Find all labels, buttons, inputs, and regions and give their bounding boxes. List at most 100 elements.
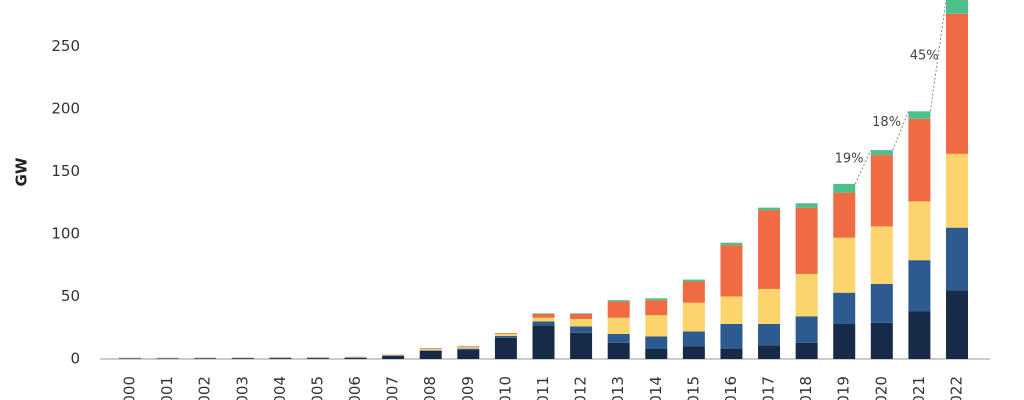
bar-segment xyxy=(758,345,781,359)
bar-segment xyxy=(908,111,931,119)
bar-segment xyxy=(532,317,555,322)
bar-segment xyxy=(119,358,141,359)
x-tick-label: 2000 xyxy=(121,376,139,400)
bar-segment xyxy=(607,333,630,343)
bar-segment xyxy=(645,298,668,301)
x-tick-label: 2015 xyxy=(684,376,702,400)
x-tick-label: 2012 xyxy=(572,376,590,400)
x-tick-label: 2008 xyxy=(421,376,439,400)
bar-segment xyxy=(682,302,705,332)
bar-segment xyxy=(570,313,593,319)
x-tick-label: 2019 xyxy=(835,376,853,400)
bar-segment xyxy=(833,183,856,193)
bar-segment xyxy=(607,317,630,334)
y-tick-label: 150 xyxy=(51,162,80,180)
annotation: 18% xyxy=(872,115,901,130)
x-tick-label: 2009 xyxy=(459,376,477,400)
bar-segment xyxy=(382,355,405,359)
bar-segment xyxy=(194,358,217,359)
bar-segment xyxy=(419,348,442,351)
bar-segment xyxy=(908,118,931,202)
x-tick-label: 2016 xyxy=(722,376,740,400)
bar-segment xyxy=(833,323,856,359)
bar-segment xyxy=(720,323,743,349)
bar-segment xyxy=(344,357,367,358)
bar-segment xyxy=(156,358,179,359)
y-tick-label: 50 xyxy=(61,287,80,305)
annotation: 45% xyxy=(910,49,939,64)
bar-segment xyxy=(795,273,818,317)
bar-segment xyxy=(607,301,630,318)
bar-segment xyxy=(457,349,480,359)
bar-segment xyxy=(946,153,968,228)
bar-segment xyxy=(645,315,668,337)
growth-line xyxy=(892,111,909,151)
bar-segment xyxy=(720,245,743,297)
bar-segment xyxy=(269,357,292,358)
bar-segment xyxy=(908,260,931,312)
bar-segment xyxy=(795,207,818,274)
bar-segment xyxy=(532,321,555,326)
bar-segment xyxy=(419,348,442,349)
x-tick-label: 2004 xyxy=(271,376,289,400)
x-tick-label: 2003 xyxy=(233,376,251,400)
bar-segment xyxy=(682,281,705,303)
bar-segment xyxy=(532,313,555,318)
x-tick-label: 2017 xyxy=(760,376,778,400)
bar-segment xyxy=(607,342,630,359)
bar-segment xyxy=(269,358,292,359)
x-tick-label: 2002 xyxy=(196,376,214,400)
x-tick-label: 2005 xyxy=(308,376,326,400)
bar-segment xyxy=(457,347,480,349)
bar-segment xyxy=(946,0,968,14)
bar-segment xyxy=(758,207,781,211)
bar-segment xyxy=(870,226,893,284)
bar-segment xyxy=(795,203,818,208)
bar-segment xyxy=(908,201,931,261)
bar-segment xyxy=(344,357,367,359)
bar-segment xyxy=(870,283,893,323)
growth-line xyxy=(929,0,947,112)
bar-segment xyxy=(570,318,593,327)
bar-segment xyxy=(795,342,818,359)
bar-segment xyxy=(682,346,705,359)
bar-segment xyxy=(908,311,931,359)
bar-segment xyxy=(457,346,480,348)
x-tick-label: 2007 xyxy=(384,376,402,400)
y-axis-label: GW xyxy=(13,157,31,186)
x-tick-label: 2021 xyxy=(910,376,928,400)
x-tick-label: 2001 xyxy=(158,376,176,400)
bar-segment xyxy=(946,227,968,291)
bar-segment xyxy=(419,350,442,359)
bar-segment xyxy=(946,13,968,154)
bar-segment xyxy=(833,237,856,293)
bar-segment xyxy=(494,337,517,359)
x-tick-label: 2014 xyxy=(647,376,665,400)
bar-segment xyxy=(645,336,668,349)
bar-segment xyxy=(946,290,968,359)
x-tick-label: 2006 xyxy=(346,376,364,400)
annotation: 19% xyxy=(835,151,864,166)
y-tick-label: 200 xyxy=(51,99,80,117)
bar-segment xyxy=(419,350,442,351)
bar-segment xyxy=(306,357,329,358)
bar-segment xyxy=(570,313,593,314)
bar-segment xyxy=(870,322,893,359)
bar-segment xyxy=(570,326,593,333)
x-tick-label: 2020 xyxy=(872,376,890,400)
bar-segment xyxy=(231,358,254,359)
bar-segment xyxy=(306,358,329,359)
bar-segment xyxy=(682,279,705,282)
bar-segment xyxy=(720,242,743,246)
bar-segment xyxy=(833,192,856,238)
bar-segment xyxy=(494,333,517,334)
bar-segment xyxy=(494,333,517,336)
bar-segment xyxy=(607,300,630,302)
bar-segment xyxy=(720,296,743,324)
y-tick-label: 0 xyxy=(70,350,80,368)
bar-segment xyxy=(758,210,781,289)
bar-segment xyxy=(682,331,705,347)
x-tick-label: 2022 xyxy=(948,376,966,400)
bar-segment xyxy=(382,354,405,356)
bar-segment xyxy=(870,155,893,227)
